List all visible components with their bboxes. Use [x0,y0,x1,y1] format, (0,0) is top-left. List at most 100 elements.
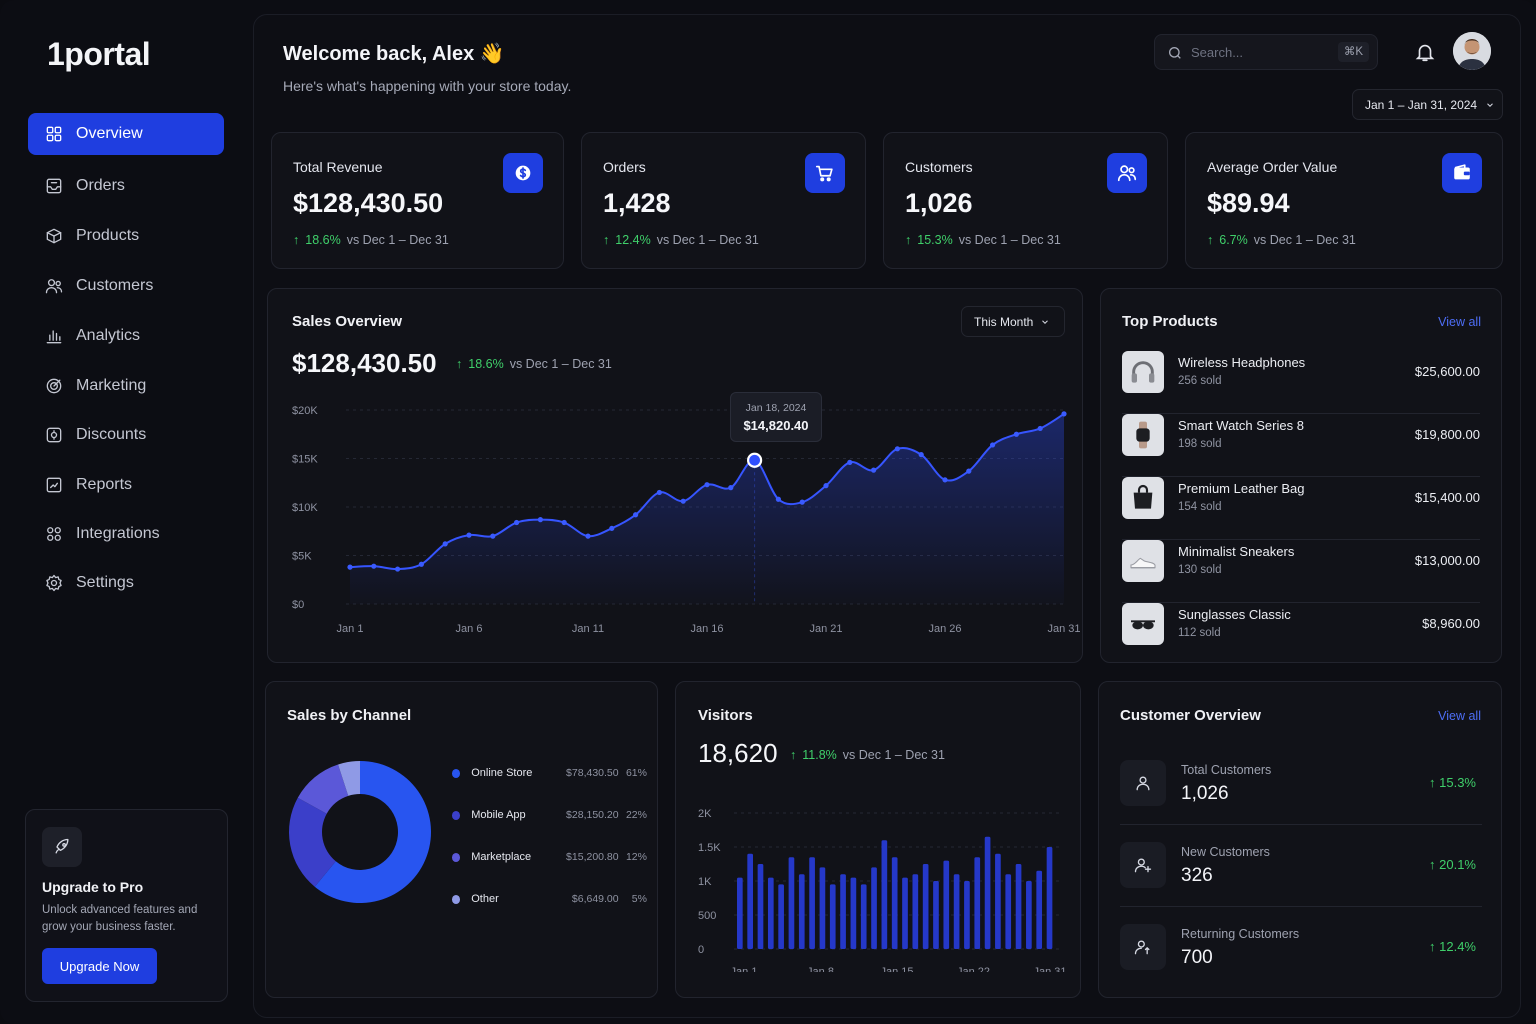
top-products-card: Top Products View all Wireless Headphone… [1100,288,1502,663]
box-icon [46,228,62,244]
y-tick-label: 500 [698,910,716,922]
product-row[interactable]: Sunglasses Classic 112 sold $8,960.00 [1122,603,1480,666]
sales-data-point [490,533,496,539]
customer-stat-icon [1120,842,1166,888]
channel-value: $15,200.80 [566,851,619,863]
sales-data-point [728,485,734,491]
donut-slice[interactable] [314,761,431,903]
highlight-point[interactable] [747,452,763,468]
visitors-title: Visitors [698,707,753,724]
sidebar-item-label: Integrations [76,525,160,542]
donut-slice[interactable] [338,761,360,796]
arrow-up-icon: ↑ [905,233,912,247]
sales-data-point [680,498,686,504]
visitor-bar [767,877,774,949]
sidebar-item-overview[interactable]: Overview [28,113,224,155]
sidebar-item-products[interactable]: Products [28,215,224,257]
product-row[interactable]: Minimalist Sneakers 130 sold $13,000.00 [1122,540,1480,603]
sales-line-chart: $0 $5K $10K $15K $20K Jan 1 Jan 6 Jan 11 Jan 16 J… [292,405,1081,635]
user-return-icon [1134,940,1150,955]
x-tick-label: Jan 31 [1047,623,1080,635]
sidebar-item-orders[interactable]: Orders [28,165,224,207]
gear-icon [46,574,62,592]
chart-tooltip: Jan 18, 2024 $14,820.40 [730,392,822,442]
product-sold: 130 sold [1178,564,1222,576]
arrow-up-icon: ↑ [790,748,797,762]
customer-stat-icon [1120,924,1166,970]
visitor-bar [891,857,898,949]
upgrade-button[interactable]: Upgrade Now [42,948,157,984]
search-placeholder: Search... [1191,45,1244,60]
legend-dot [452,810,461,820]
kpi-compare: vs Dec 1 – Dec 31 [958,233,1061,247]
product-row[interactable]: Smart Watch Series 8 198 sold $19,800.00 [1122,414,1480,477]
user-icon [1136,776,1150,791]
sidebar-item-label: Products [76,227,140,244]
sidebar-item-label: Settings [76,574,134,591]
visitor-bar [809,857,815,949]
sidebar-item-customers[interactable]: Customers [28,265,224,307]
channel-legend-item: Other $6,649.00 5% [452,890,647,908]
sales-overview-card: Sales Overview This Month $128,430.50 ↑ … [267,288,1083,663]
tag-icon [46,427,62,443]
sales-data-point [418,561,424,567]
sidebar-item-analytics[interactable]: Analytics [28,315,224,357]
page-title: Welcome back, Alex 👋 [283,43,505,65]
legend-dot [452,894,461,904]
sales-data-point [371,563,377,569]
channel-value: $28,150.20 [566,809,619,821]
donut-slice[interactable] [289,797,336,887]
sales-data-point [609,525,615,531]
customer-stat-value: 1,026 [1181,783,1229,804]
date-range-select[interactable]: Jan 1 – Jan 31, 2024 [1352,89,1503,120]
visitor-bar [912,874,919,949]
period-select[interactable]: This Month [961,306,1065,337]
visitors-delta-value: 11.8% [802,748,837,762]
customer-stat-icon [1120,760,1166,806]
customer-overview-view-all[interactable]: View all [1438,709,1481,723]
x-tick-label: Jan 8 [807,966,834,972]
y-tick-label: 0 [698,944,704,956]
donut-slice[interactable] [297,764,349,814]
avatar[interactable] [1453,32,1491,70]
visitor-bar [995,853,1001,949]
y-tick-label: 1.5K [698,842,721,854]
sidebar-item-discounts[interactable]: Discounts [28,414,224,456]
sales-data-point [561,519,567,526]
sales-data-point [871,467,877,473]
visitor-bar [964,881,970,949]
bell-icon[interactable] [1414,41,1436,63]
visitor-bar [881,840,888,949]
channel-name: Other [471,893,499,905]
sidebar-item-reports[interactable]: Reports [28,464,224,506]
headphones-icon [1131,361,1155,383]
kpi-value: $89.94 [1207,188,1290,218]
sidebar-item-settings[interactable]: Settings [28,562,224,604]
visitor-bar [933,881,939,949]
period-label: This Month [974,314,1034,329]
product-revenue: $15,400.00 [1414,490,1480,505]
kpi-delta: ↑ 12.4% vs Dec 1 – Dec 31 [603,233,759,247]
sales-compare: vs Dec 1 – Dec 31 [509,357,612,371]
kpi-label: Average Order Value [1207,159,1338,175]
search-box[interactable]: Search... ⌘K [1154,34,1378,70]
visitor-bar [1015,864,1022,949]
sidebar-item-marketing[interactable]: Marketing [28,365,224,407]
x-tick-label: Jan 22 [957,966,990,972]
watch-icon [1136,421,1150,449]
kpi-card: Average Order Value $89.94 ↑ 6.7% vs Dec 1 –… [1185,132,1503,269]
sidebar-item-integrations[interactable]: Integrations [28,513,224,555]
customer-stat-label: Returning Customers [1181,927,1300,941]
sunglasses-icon [1131,620,1155,630]
channel-legend-item: Online Store $78,430.50 61% [452,764,647,782]
arrow-up-icon: ↑ [456,357,463,371]
page-subtitle: Here's what's happening with your store … [283,78,572,94]
sneaker-icon [1130,557,1156,569]
sales-data-point [585,533,591,539]
sales-data-point [466,532,472,538]
product-row[interactable]: Wireless Headphones 256 sold $25,600.00 [1122,351,1480,414]
top-products-view-all[interactable]: View all [1438,315,1481,329]
product-sold: 198 sold [1178,438,1222,450]
product-row[interactable]: Premium Leather Bag 154 sold $15,400.00 [1122,477,1480,540]
visitor-bar [798,874,805,949]
